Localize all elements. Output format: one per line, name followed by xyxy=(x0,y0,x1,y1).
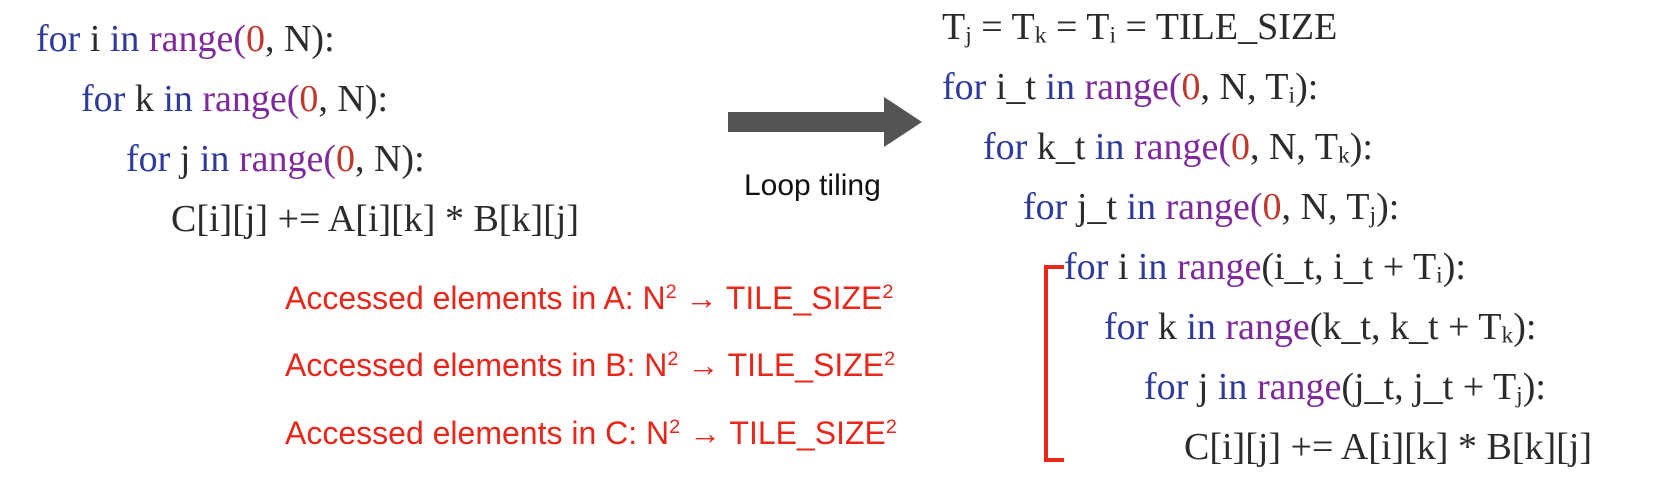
note-a: Accessed elements in A: N2 → TILE_SIZE2 xyxy=(285,280,894,316)
original-loop-j: for j in range(0, N): xyxy=(126,138,425,180)
original-loop-k: for k in range(0, N): xyxy=(81,78,389,120)
original-loop-body: C[i][j] += A[i][k] * B[k][j] xyxy=(171,198,579,240)
note-c: Accessed elements in C: N2 → TILE_SIZE2 xyxy=(285,415,897,451)
tiled-loop-i-t: for i_t in range(0, N, Ti): xyxy=(942,66,1319,109)
original-loop-i: for i in range(0, N): xyxy=(36,18,335,60)
tiled-loop-i: for i in range(i_t, i_t + Ti): xyxy=(1064,246,1466,289)
tiled-loop-body: C[i][j] += A[i][k] * B[k][j] xyxy=(1184,426,1592,468)
transform-label: Loop tiling xyxy=(744,169,881,202)
tiled-loop-k-t: for k_t in range(0, N, Tk): xyxy=(983,126,1373,169)
inner-loop-bracket xyxy=(1044,265,1064,462)
tiled-loop-j-t: for j_t in range(0, N, Tj): xyxy=(1023,186,1400,229)
tiled-loop-j: for j in range(j_t, j_t + Tj): xyxy=(1144,366,1546,409)
transform-arrow-icon xyxy=(728,97,922,147)
tiled-loop-k: for k in range(k_t, k_t + Tk): xyxy=(1104,306,1537,349)
note-b: Accessed elements in B: N2 → TILE_SIZE2 xyxy=(285,347,896,383)
tile-size-definition: Tj = Tk = Ti = TILE_SIZE xyxy=(942,6,1338,49)
